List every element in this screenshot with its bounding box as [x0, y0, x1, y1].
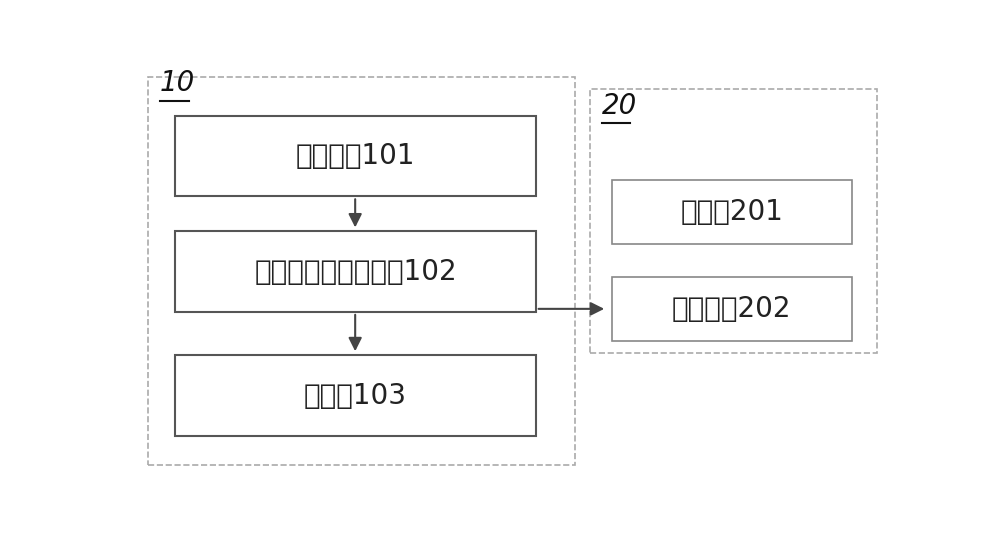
- Bar: [175, 355, 536, 436]
- Text: 20: 20: [602, 92, 637, 120]
- Text: 绕组线圈202: 绕组线圈202: [672, 295, 792, 323]
- Bar: [612, 180, 852, 244]
- Bar: [175, 232, 536, 312]
- Text: 空间矢量脉宽控制器102: 空间矢量脉宽控制器102: [254, 258, 457, 286]
- Bar: [612, 277, 852, 341]
- Bar: [175, 116, 536, 196]
- Text: 永磁体201: 永磁体201: [680, 198, 783, 226]
- Bar: [148, 77, 574, 465]
- Bar: [590, 89, 877, 353]
- Text: 逆变器103: 逆变器103: [304, 382, 407, 410]
- Text: 10: 10: [160, 69, 195, 98]
- Text: 直流电源101: 直流电源101: [296, 142, 415, 170]
